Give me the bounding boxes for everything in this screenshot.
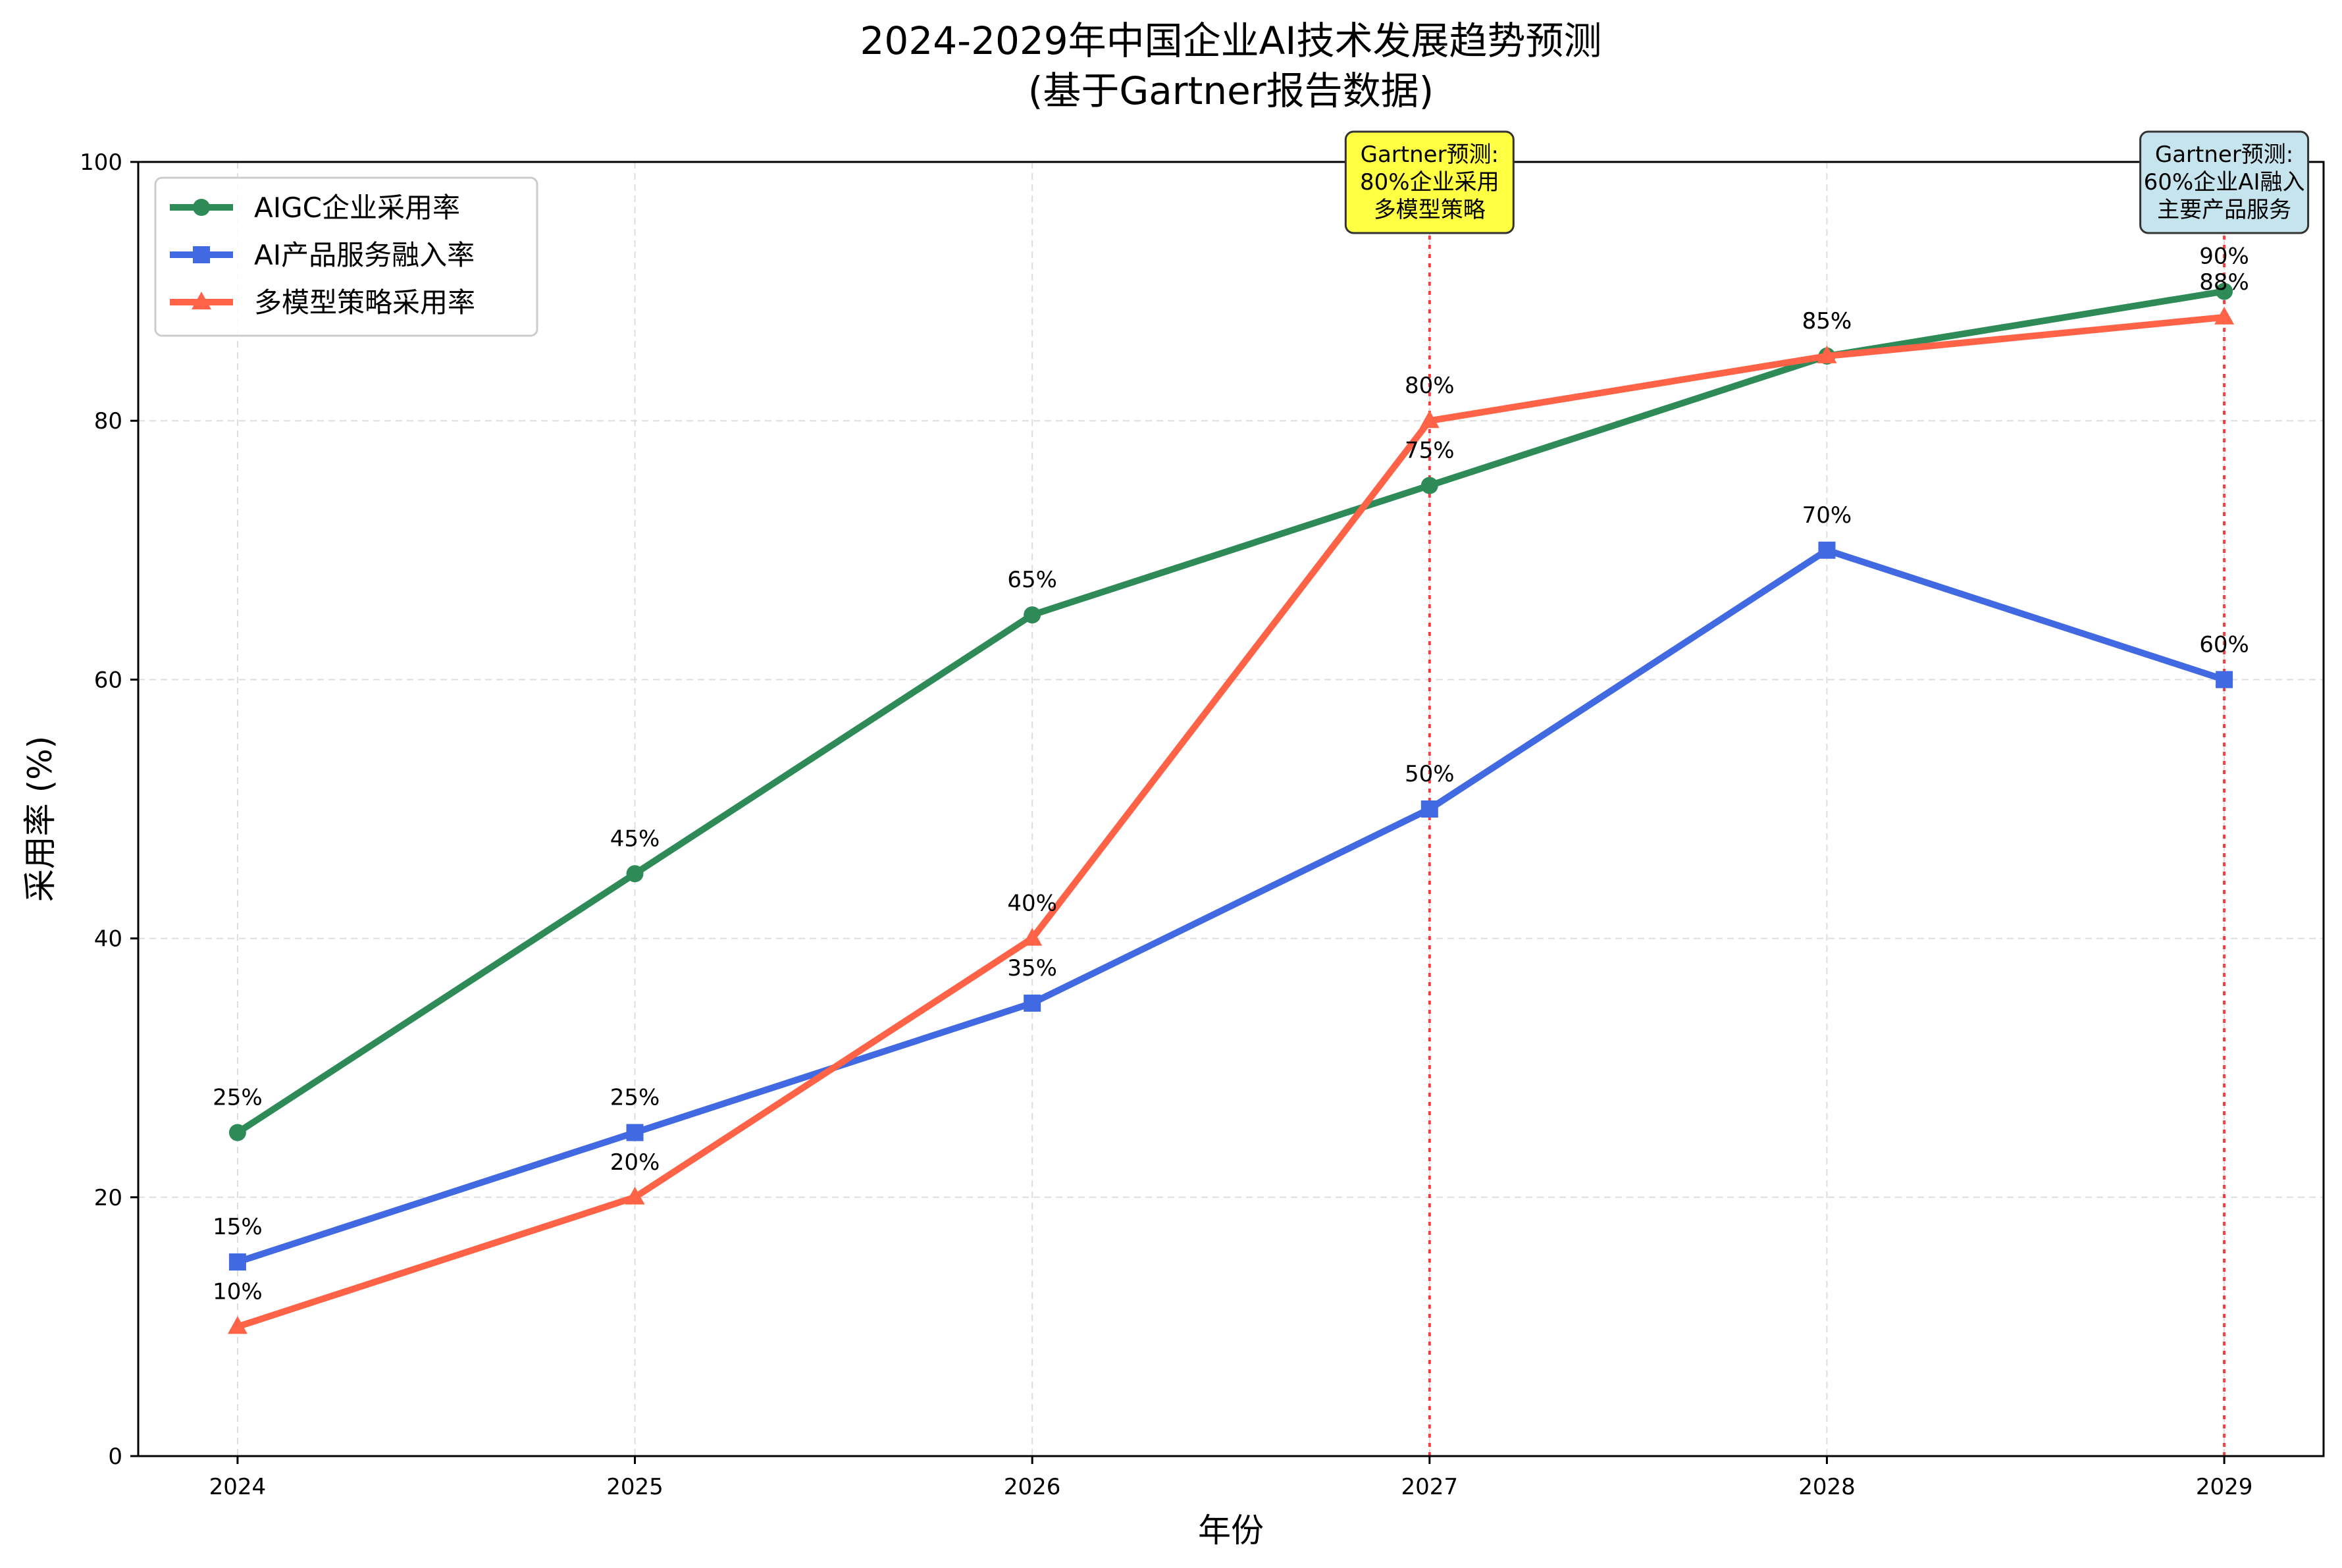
annotation-box [1344,130,1515,234]
annotation-text: 主要产品服务 [2157,197,2291,223]
data-label: 15% [213,1214,263,1240]
annotation-text: Gartner预测: [1361,142,1499,168]
axes: 2024 2025 2026 2027 2028 2029 0 20 40 60 80 100 [80,149,2325,1500]
y-axis-label: 采用率 (%) [21,736,59,902]
series-line [234,288,2228,1136]
y-tick-label: 20 [94,1185,122,1211]
y-tick-label: 60 [94,667,122,693]
data-label: 20% [610,1149,660,1176]
annotation-text: 80%企业采用 [1360,169,1499,196]
x-tick-label: 2025 [606,1474,664,1500]
data-point [1024,994,1041,1012]
legend-label: 多模型策略采用率 [254,286,475,319]
data-point [2214,306,2235,325]
annotation-text: Gartner预测: [2155,142,2293,168]
data-point [1420,477,1438,494]
data-point [1022,928,1043,946]
legend-marker [193,246,210,263]
data-point [228,1124,246,1141]
data-label: 45% [610,825,660,852]
annotation-text: 多模型策略 [1374,197,1486,223]
legend-marker [192,292,211,309]
chart-title: 2024-2029年中国企业AI技术发展趋势预测 [860,18,1602,63]
data-point [2216,282,2233,300]
y-tick-label: 40 [94,926,122,953]
data-point [1817,345,1837,363]
legend-box [154,176,538,337]
data-point [1419,410,1440,429]
data-label: 80% [1405,373,1455,399]
data-label: 65% [1007,567,1057,593]
x-tick-label: 2028 [1798,1474,1856,1500]
data-labels: 25% 45% 65% 75% 85% 90% 15% 25% 35% 50% 70% 60% 10% 2… [213,244,2249,1305]
x-tick-label: 2027 [1401,1474,1459,1500]
plot-frame [137,161,2325,1457]
chart-subtitle: (基于Gartner报告数据) [1028,68,1434,113]
y-tick-label: 0 [108,1444,122,1470]
x-tick-label: 2026 [1004,1474,1061,1500]
x-tick-label: 2029 [2196,1474,2253,1500]
grid [138,161,2324,1457]
data-point [1818,541,1836,559]
series-line [234,546,2228,1266]
x-axis-label: 年份 [1198,1511,1264,1550]
data-point [625,1186,645,1205]
annotations: Gartner预测:80%企业采用多模型策略Gartner预测:60%企业AI融… [1344,130,2310,234]
data-label: 35% [1007,955,1057,981]
data-label: 85% [1802,308,1852,334]
legend-marker [193,199,210,216]
annotation-text: 60%企业AI融入 [2144,169,2305,196]
y-tick-label: 80 [94,408,122,434]
data-label: 85% [1802,308,1852,334]
data-label: 40% [1007,891,1057,917]
data-point [626,865,644,883]
x-tick-label: 2024 [209,1474,267,1500]
data-label: 70% [1802,502,1852,529]
data-label: 50% [1405,761,1455,787]
y-tick-label: 100 [80,149,122,176]
data-label: 10% [213,1278,263,1305]
data-point [1420,800,1438,818]
legend-label: AIGC企业采用率 [254,192,460,224]
series-line [234,313,2228,1330]
data-label: 75% [1405,438,1455,464]
data-label: 90% [2199,244,2249,270]
data-label: 60% [2199,631,2249,658]
data-label: 25% [213,1085,263,1111]
data-point [2216,671,2233,689]
annotation-box [2139,130,2310,234]
series-group [227,282,2235,1334]
data-label: 88% [2199,269,2249,296]
legend-label: AI产品服务融入率 [254,239,475,271]
data-point [228,1253,246,1271]
data-point [1024,606,1041,624]
data-label: 25% [610,1085,660,1111]
data-point [626,1124,644,1141]
data-point [227,1316,247,1334]
